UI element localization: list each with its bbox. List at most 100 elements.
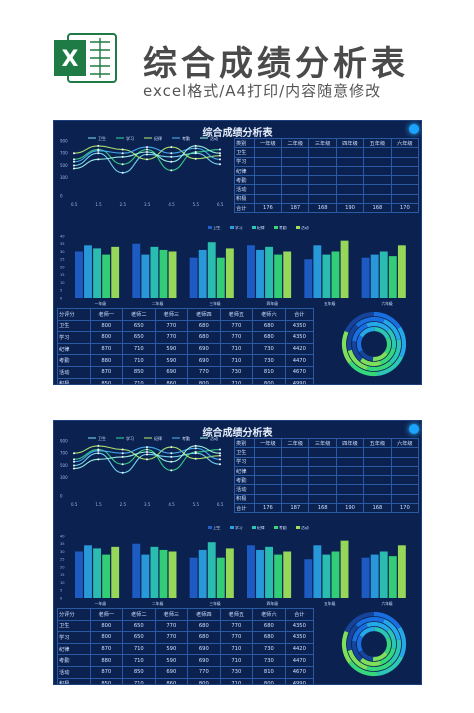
table-cell: 190	[335, 203, 365, 214]
table-cell	[363, 465, 392, 477]
data-point	[121, 455, 124, 458]
y-tick-label: 5	[60, 589, 62, 593]
table-cell	[335, 193, 365, 205]
donut-chart	[341, 311, 407, 377]
y-tick-label: 35	[60, 542, 65, 546]
table-cell	[308, 156, 337, 167]
data-point	[146, 153, 148, 156]
header-cell: 二年级	[281, 437, 310, 449]
excel-icon: X	[54, 33, 117, 83]
legend-label: 学习	[126, 435, 134, 441]
donut-slice	[389, 339, 402, 365]
table-cell: 770	[219, 619, 254, 633]
table-row: 考勤 880 710 590 690 710 730 4470	[57, 654, 315, 667]
table-cell: 730	[219, 665, 254, 679]
donut-slice	[397, 326, 407, 358]
data-point	[170, 152, 173, 155]
table-cell	[363, 475, 392, 486]
bar	[84, 245, 92, 298]
table-cell	[281, 447, 310, 458]
bar	[159, 249, 168, 298]
table-cell: 710	[219, 377, 254, 384]
table-cell	[308, 456, 337, 467]
table-cell: 活动	[234, 484, 255, 495]
donut-slice	[384, 637, 392, 655]
bar	[141, 554, 150, 598]
score-table: 分评分 老师一 老师二 老师三 老师四 老师五 老师六 合计 卫生 800 650 770 680 770…	[57, 608, 315, 684]
y-tick-label: 500	[60, 163, 68, 168]
table-cell: 770	[154, 619, 189, 633]
data-point	[194, 444, 197, 447]
donut-slice	[373, 311, 402, 330]
donut-slice	[366, 360, 393, 372]
data-point	[146, 451, 148, 453]
legend-label: 考勤	[182, 435, 190, 441]
table-cell: 合计	[234, 503, 255, 514]
data-point	[121, 163, 124, 166]
data-point	[97, 449, 100, 452]
donut-slice	[347, 349, 368, 371]
table-cell: 590	[154, 654, 189, 667]
x-category-label: 二年级	[152, 301, 164, 306]
table-row: 活动 870 850 690 770 730 810 4670	[57, 365, 315, 379]
x-tick-label: 3.5	[144, 502, 151, 507]
legend-swatch	[208, 526, 212, 529]
legend-swatch	[274, 526, 278, 529]
x-tick-label: 3.5	[144, 202, 151, 207]
bar	[265, 546, 273, 598]
legend-swatch	[208, 226, 212, 229]
table-cell: 卫生	[234, 147, 255, 158]
data-point	[73, 452, 75, 455]
data-point	[73, 152, 75, 155]
bar	[207, 242, 216, 298]
legend-swatch	[252, 226, 256, 229]
table-cell	[335, 465, 365, 477]
header-cell: 老师二	[122, 608, 156, 621]
y-tick-label: 40	[60, 534, 65, 538]
header-cell: 四年级	[335, 137, 365, 149]
donut-slice	[386, 628, 397, 650]
table-cell: 4350	[284, 319, 315, 333]
line-chart: 卫生 学习 纪律 考勤 活动 0 300 500 700 900 0.5 1.5 2.5 3.5 4.5 5.…	[60, 135, 224, 207]
table-row: 纪律 870 710 590 690 710 730 4420	[57, 642, 315, 656]
table-cell: 690	[154, 365, 189, 379]
x-category-label: 一年级	[95, 601, 107, 606]
table-cell: 考勤	[57, 654, 91, 667]
table-cell	[390, 456, 420, 467]
donut-slice	[352, 323, 369, 342]
header-cell: 老师五	[219, 308, 254, 321]
table-cell	[253, 165, 283, 177]
bar	[313, 545, 322, 598]
data-point	[97, 144, 100, 147]
table-cell	[281, 165, 310, 177]
legend-swatch	[296, 526, 300, 529]
data-point	[73, 464, 75, 467]
legend-swatch	[230, 526, 234, 529]
y-tick-label: 40	[60, 234, 65, 238]
table-cell: 860	[154, 377, 189, 384]
table-cell	[308, 475, 337, 486]
bar-chart: 卫生 学习 纪律 考勤 活动 0 5 10 15 20 25 30 35 40 一年级 二年级 三年级 四年级 五年…	[60, 526, 406, 606]
table-cell	[363, 165, 392, 177]
x-category-label: 三年级	[209, 301, 221, 306]
table-cell	[281, 484, 310, 495]
table-cell: 考勤	[234, 475, 255, 486]
table-cell	[253, 147, 283, 158]
data-point	[73, 467, 75, 470]
x-tick-label: 5.5	[193, 202, 200, 207]
table-cell	[335, 184, 365, 195]
table-cell: 690	[187, 642, 221, 656]
data-point	[121, 448, 124, 451]
table-cell: 纪律	[234, 165, 255, 177]
table-cell: 770	[187, 665, 221, 679]
data-point	[146, 148, 148, 151]
data-point	[170, 446, 173, 449]
table-cell: 710	[122, 677, 156, 684]
table-cell: 710	[219, 677, 254, 684]
table-cell: 学习	[57, 331, 91, 344]
table-cell: 730	[252, 642, 286, 656]
table-cell: 810	[252, 365, 286, 379]
y-tick-label: 700	[60, 451, 68, 456]
table-cell: 4350	[284, 619, 315, 633]
data-point	[170, 160, 173, 163]
